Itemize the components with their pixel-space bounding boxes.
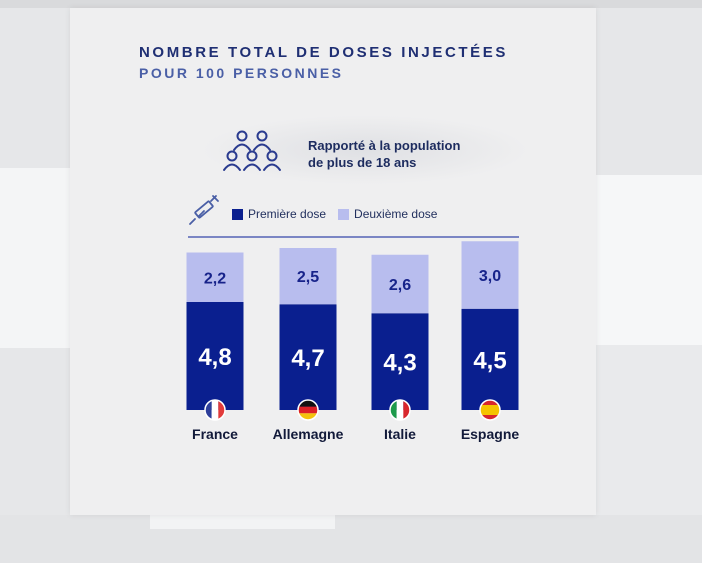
data-label-first-allemagne: 4,7 <box>291 345 324 372</box>
bar-first-dose-espagne <box>461 308 519 410</box>
legend-label-first: Première dose <box>248 207 327 221</box>
data-label-first-france: 4,8 <box>198 344 231 371</box>
backdrop-left-band <box>0 168 70 348</box>
backdrop-bottom <box>0 515 702 563</box>
bar-second-dose-allemagne <box>279 248 337 305</box>
category-label-france: France <box>192 426 238 442</box>
legend: Première dose Deuxième dose <box>232 205 449 223</box>
bar-second-dose-espagne <box>461 241 519 309</box>
legend-first-dose: Première dose <box>232 207 326 221</box>
flag-spain-icon <box>479 399 501 421</box>
bar-first-dose-allemagne <box>279 304 337 410</box>
bar-second-dose-france <box>186 252 244 302</box>
flag-germany-icon <box>297 399 319 421</box>
population-note: Rapporté à la population de plus de 18 a… <box>308 137 528 171</box>
data-label-second-espagne: 3,0 <box>479 268 501 285</box>
legend-second-dose: Deuxième dose <box>338 207 437 221</box>
legend-swatch-second <box>338 208 350 220</box>
backdrop-bottom-light <box>150 515 335 529</box>
legend-swatch-first <box>232 208 243 220</box>
category-label-allemagne: Allemagne <box>273 426 344 442</box>
data-label-second-france: 2,2 <box>204 270 226 287</box>
syringe-icon <box>189 195 219 225</box>
infographic-card: NOMBRE TOTAL DE DOSES INJECTÉES POUR 100… <box>70 8 596 515</box>
backdrop-right-band <box>596 175 702 345</box>
data-label-first-italie: 4,3 <box>383 350 416 377</box>
chart-title: NOMBRE TOTAL DE DOSES INJECTÉES <box>139 44 508 61</box>
backdrop-top <box>0 0 702 8</box>
legend-label-second: Deuxième dose <box>354 207 438 221</box>
flag-france-icon <box>204 399 226 421</box>
flag-italy-icon <box>389 399 411 421</box>
bar-first-dose-italie <box>371 313 429 410</box>
legend-divider <box>188 236 519 238</box>
category-label-italie: Italie <box>384 426 416 442</box>
bar-second-dose-italie <box>371 254 429 314</box>
data-label-first-espagne: 4,5 <box>473 347 506 374</box>
note-line-1: Rapporté à la population <box>308 138 461 153</box>
bar-first-dose-france <box>186 302 244 410</box>
data-label-second-italie: 2,6 <box>389 277 411 294</box>
category-label-espagne: Espagne <box>461 426 520 442</box>
note-line-2: de plus de 18 ans <box>308 155 417 170</box>
stacked-bar-chart: 4,8 2,2 France 4,7 2,5 Allemagne 4,3 2,6 Italie 4… <box>186 241 520 442</box>
people-icon <box>223 130 281 171</box>
chart-subtitle: POUR 100 PERSONNES <box>139 65 344 81</box>
data-label-second-allemagne: 2,5 <box>297 269 319 286</box>
